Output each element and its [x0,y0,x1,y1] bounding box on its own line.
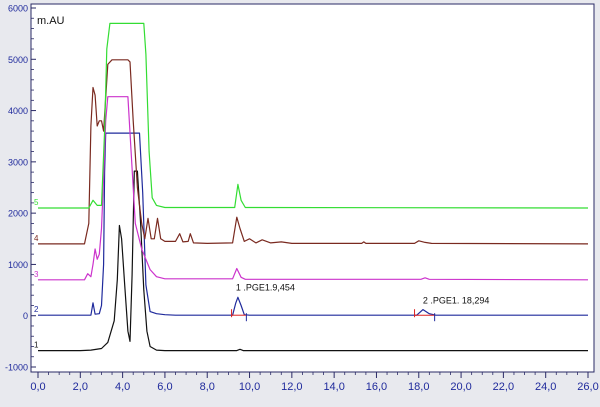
series-line-3 [38,96,589,281]
integration-marks-layer [231,309,436,322]
x-tick-label: 24,0 [535,381,556,393]
traces-layer [38,22,589,352]
y-unit-label: m.AU [37,15,65,27]
x-tick-label: 0,0 [30,381,45,393]
series-line-2 [38,132,588,316]
x-tick-label: 4,0 [115,381,130,393]
x-tick-label: 6,0 [157,381,172,393]
series-label-5: 5 [34,198,39,207]
y-tick-label: 1000 [8,260,28,270]
series-line-4 [38,59,589,245]
series-label-3: 3 [34,270,39,279]
series-line-1 [38,170,588,352]
x-axis: 0,0 2,0 4,0 6,0 8,0 10,0 12,0 14,0 16,0 18,0 20,0 2… [30,372,599,393]
x-tick-label: 2,0 [73,381,88,393]
series-label-1: 1 [34,341,39,350]
x-tick-label: 26,0 [577,381,598,393]
y-tick-label: -1000 [5,363,28,373]
y-tick-label: 2000 [8,209,28,219]
x-tick-label: 12,0 [281,381,302,393]
y-tick-label: 5000 [8,55,28,65]
series-labels: 1 2 3 4 5 [34,198,39,350]
peak-annotations: 1 .PGE1.9,454 2 .PGE1. 18,294 [236,283,490,306]
plot-area [30,3,595,373]
x-tick-label: 14,0 [323,381,344,393]
series-line-5 [38,22,589,209]
series-label-2: 2 [34,305,39,314]
x-tick-label: 10,0 [239,381,260,393]
y-tick-label: 0 [23,311,28,321]
series-label-4: 4 [34,234,39,243]
y-tick-label: 3000 [8,157,28,167]
x-tick-label: 22,0 [493,381,514,393]
x-tick-label: 16,0 [366,381,387,393]
peak-annotation-2: 2 .PGE1. 18,294 [423,296,490,306]
x-tick-label: 18,0 [408,381,429,393]
x-tick-label: 8,0 [200,381,215,393]
y-axis: -1000 0 1000 2000 3000 4000 5000 6000 [5,4,36,373]
y-tick-label: 4000 [8,106,28,116]
peak-annotation-1: 1 .PGE1.9,454 [236,283,295,293]
y-tick-label: 6000 [8,4,28,14]
x-tick-label: 20,0 [450,381,471,393]
